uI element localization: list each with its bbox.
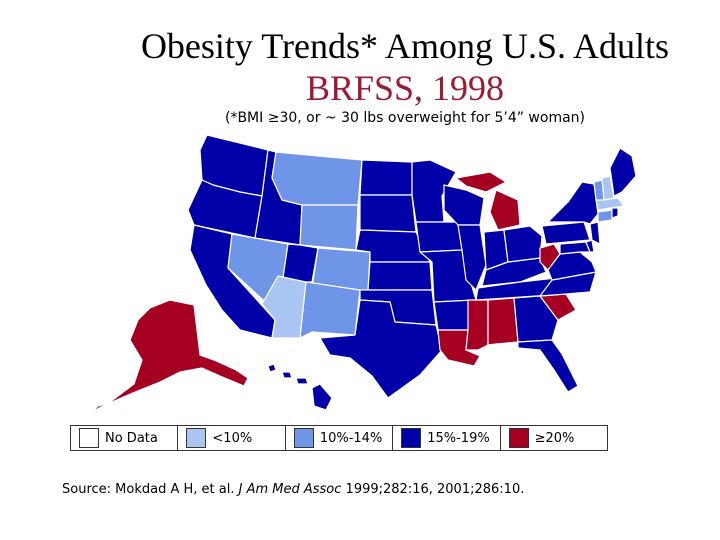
- state-NH: [601, 175, 615, 201]
- source-prefix: Source: Mokdad A H, et al.: [62, 482, 235, 497]
- legend-item-gte20: ≥20%: [501, 426, 607, 450]
- state-ND: [359, 159, 413, 196]
- state-MI: [455, 171, 521, 231]
- state-AK: [91, 299, 249, 413]
- state-IL: [457, 224, 487, 291]
- title-line-1: Obesity Trends* Among U.S. Adults: [140, 26, 670, 66]
- legend-label: 10%-14%: [319, 430, 383, 446]
- state-NM: [299, 281, 361, 339]
- state-RI: [611, 207, 619, 219]
- state-WY: [299, 204, 359, 251]
- state-ME: [609, 147, 637, 197]
- source-journal: J Am Med Assoc: [238, 482, 342, 497]
- state-MS: [465, 299, 489, 351]
- legend-swatch: [401, 428, 422, 448]
- state-SD: [359, 194, 417, 233]
- source-citation: Source: Mokdad A H, et al. J Am Med Asso…: [62, 482, 524, 497]
- state-TX: [319, 299, 443, 399]
- legend-swatch: [186, 428, 207, 448]
- legend-label: No Data: [105, 430, 158, 446]
- state-MT: [271, 151, 363, 206]
- legend-label: 15%-19%: [427, 430, 490, 446]
- state-PA: [541, 221, 591, 245]
- map-legend: No Data <10% 10%-14% 15%-19% ≥20%: [70, 425, 608, 451]
- state-DE: [585, 239, 595, 253]
- legend-label: ≥20%: [534, 430, 575, 446]
- state-KS: [367, 261, 433, 291]
- subtitle: (*BMI ≥30, or ~ 30 lbs overweight for 5’…: [224, 110, 585, 126]
- legend-swatch: [79, 428, 99, 448]
- legend-item-no-data: No Data: [71, 426, 179, 450]
- state-MD: [559, 241, 591, 255]
- state-GA: [513, 295, 559, 343]
- title-line-2: BRFSS, 1998: [305, 68, 505, 108]
- state-MN: [411, 159, 457, 223]
- state-CT: [597, 209, 613, 223]
- state-IA: [415, 221, 463, 253]
- state-OH: [503, 225, 543, 263]
- state-NY: [547, 181, 599, 225]
- legend-item-15-19: 15%-19%: [393, 426, 501, 450]
- state-FL: [517, 339, 579, 393]
- state-NJ: [589, 221, 601, 245]
- state-HI: [267, 363, 333, 411]
- state-WI: [443, 184, 485, 226]
- legend-item-lt10: <10%: [178, 426, 286, 450]
- legend-item-10-14: 10%-14%: [286, 426, 394, 450]
- legend-swatch: [293, 428, 314, 448]
- source-suffix: 1999;282:16, 2001;286:10.: [345, 482, 525, 497]
- state-AL: [487, 297, 519, 346]
- legend-label: <10%: [212, 430, 253, 446]
- legend-swatch: [508, 428, 529, 448]
